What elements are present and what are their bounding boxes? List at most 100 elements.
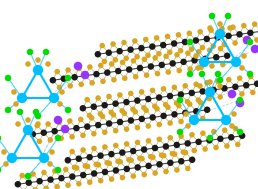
Point: [85, 165, 90, 168]
Point: [229, 136, 233, 139]
Point: [160, 64, 164, 67]
Point: [135, 126, 140, 129]
Point: [116, 160, 120, 163]
Point: [218, 33, 222, 36]
Point: [208, 49, 212, 52]
Point: [172, 42, 176, 45]
Point: [55, 185, 59, 188]
Point: [164, 103, 168, 106]
Point: [131, 175, 135, 178]
Point: [92, 105, 96, 108]
Point: [120, 61, 125, 64]
Point: [101, 80, 105, 83]
Point: [146, 54, 150, 57]
Point: [128, 48, 133, 51]
Point: [210, 15, 214, 18]
Point: [42, 131, 46, 134]
Point: [216, 73, 220, 76]
Point: [35, 124, 39, 127]
Point: [103, 146, 107, 149]
Point: [186, 52, 190, 55]
Point: [208, 26, 212, 29]
Point: [238, 77, 242, 80]
Point: [142, 58, 146, 61]
Point: [4, 163, 8, 166]
Point: [248, 40, 252, 43]
Point: [157, 52, 161, 55]
Point: [105, 161, 109, 164]
Point: [118, 121, 122, 124]
Point: [99, 64, 103, 67]
Point: [207, 139, 212, 142]
Point: [49, 178, 53, 181]
Point: [79, 118, 83, 121]
Point: [26, 119, 30, 122]
Point: [79, 83, 83, 86]
Point: [153, 105, 157, 108]
Point: [205, 37, 209, 40]
Point: [248, 75, 253, 78]
Point: [114, 144, 118, 147]
Point: [83, 164, 87, 167]
Point: [214, 146, 218, 149]
Point: [221, 63, 225, 66]
Point: [187, 32, 191, 35]
Point: [190, 133, 194, 136]
Point: [233, 127, 238, 130]
Point: [234, 60, 238, 64]
Point: [168, 161, 172, 164]
Point: [255, 38, 258, 41]
Point: [211, 45, 215, 48]
Point: [144, 74, 149, 77]
Point: [50, 150, 54, 153]
Point: [164, 170, 168, 173]
Point: [133, 110, 137, 113]
Point: [184, 112, 188, 115]
Point: [125, 128, 129, 131]
Point: [46, 63, 50, 66]
Point: [44, 187, 48, 189]
Point: [181, 151, 186, 154]
Point: [142, 148, 146, 151]
Point: [70, 135, 74, 138]
Point: [190, 158, 194, 161]
Point: [155, 72, 159, 75]
Point: [83, 74, 87, 77]
Point: [210, 64, 214, 67]
Point: [176, 33, 181, 36]
Point: [175, 53, 179, 56]
Point: [225, 144, 229, 147]
Point: [205, 81, 209, 84]
Point: [120, 151, 124, 154]
Point: [203, 57, 207, 60]
Point: [203, 148, 207, 151]
Point: [37, 140, 42, 143]
Point: [162, 114, 166, 117]
Point: [205, 108, 209, 111]
Point: [96, 163, 101, 166]
Point: [218, 95, 222, 98]
Point: [190, 91, 194, 94]
Point: [188, 67, 192, 70]
Point: [31, 173, 35, 176]
Point: [192, 149, 196, 152]
Point: [116, 70, 120, 73]
Point: [166, 70, 171, 74]
Point: [208, 91, 212, 94]
Point: [166, 106, 170, 109]
Point: [136, 166, 140, 169]
Point: [26, 129, 30, 132]
Point: [56, 136, 60, 139]
Point: [118, 93, 122, 96]
Point: [229, 94, 233, 97]
Point: [127, 158, 131, 161]
Point: [200, 73, 204, 76]
Point: [212, 88, 216, 91]
Point: [140, 157, 144, 160]
Point: [140, 117, 144, 120]
Point: [81, 107, 85, 110]
Point: [155, 36, 159, 40]
Point: [196, 99, 200, 102]
Point: [77, 182, 81, 185]
Point: [92, 132, 96, 135]
